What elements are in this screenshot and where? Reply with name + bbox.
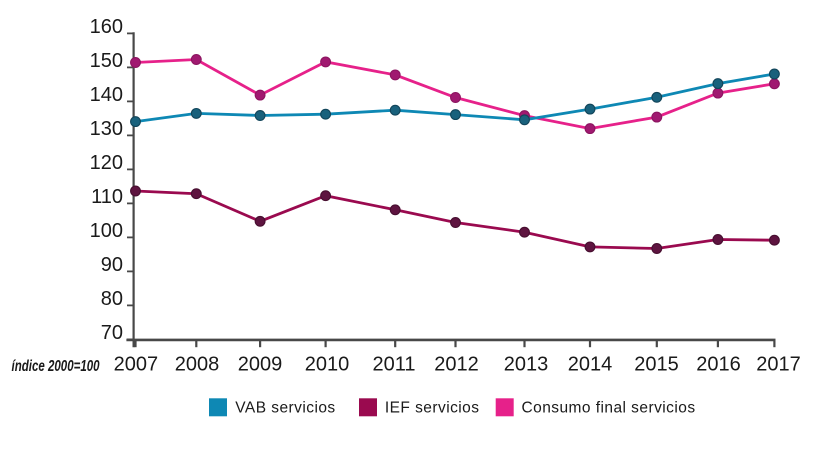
svg-text:2012: 2012 bbox=[434, 354, 479, 376]
svg-text:80: 80 bbox=[101, 288, 123, 310]
svg-text:70: 70 bbox=[101, 322, 123, 344]
svg-text:2009: 2009 bbox=[238, 354, 283, 376]
svg-text:2007: 2007 bbox=[114, 354, 159, 376]
svg-text:90: 90 bbox=[101, 254, 123, 276]
svg-text:120: 120 bbox=[90, 152, 123, 174]
svg-text:110: 110 bbox=[91, 186, 123, 208]
svg-text:2013: 2013 bbox=[504, 354, 549, 376]
svg-text:índice 2000=100: índice 2000=100 bbox=[12, 356, 100, 374]
svg-text:2016: 2016 bbox=[696, 354, 741, 376]
svg-text:130: 130 bbox=[90, 118, 123, 140]
svg-text:2015: 2015 bbox=[634, 354, 679, 376]
svg-text:2017: 2017 bbox=[756, 354, 801, 376]
svg-text:IEF servicios: IEF servicios bbox=[385, 400, 480, 417]
svg-text:2008: 2008 bbox=[175, 354, 220, 376]
svg-text:150: 150 bbox=[90, 50, 123, 72]
svg-text:2014: 2014 bbox=[568, 354, 613, 376]
svg-text:100: 100 bbox=[90, 220, 123, 242]
svg-text:2010: 2010 bbox=[305, 354, 350, 376]
svg-text:140: 140 bbox=[90, 84, 123, 106]
svg-text:VAB servicios: VAB servicios bbox=[235, 400, 335, 417]
svg-text:160: 160 bbox=[90, 16, 123, 38]
svg-text:2011: 2011 bbox=[372, 354, 415, 376]
svg-text:Consumo final servicios: Consumo final servicios bbox=[522, 400, 696, 417]
